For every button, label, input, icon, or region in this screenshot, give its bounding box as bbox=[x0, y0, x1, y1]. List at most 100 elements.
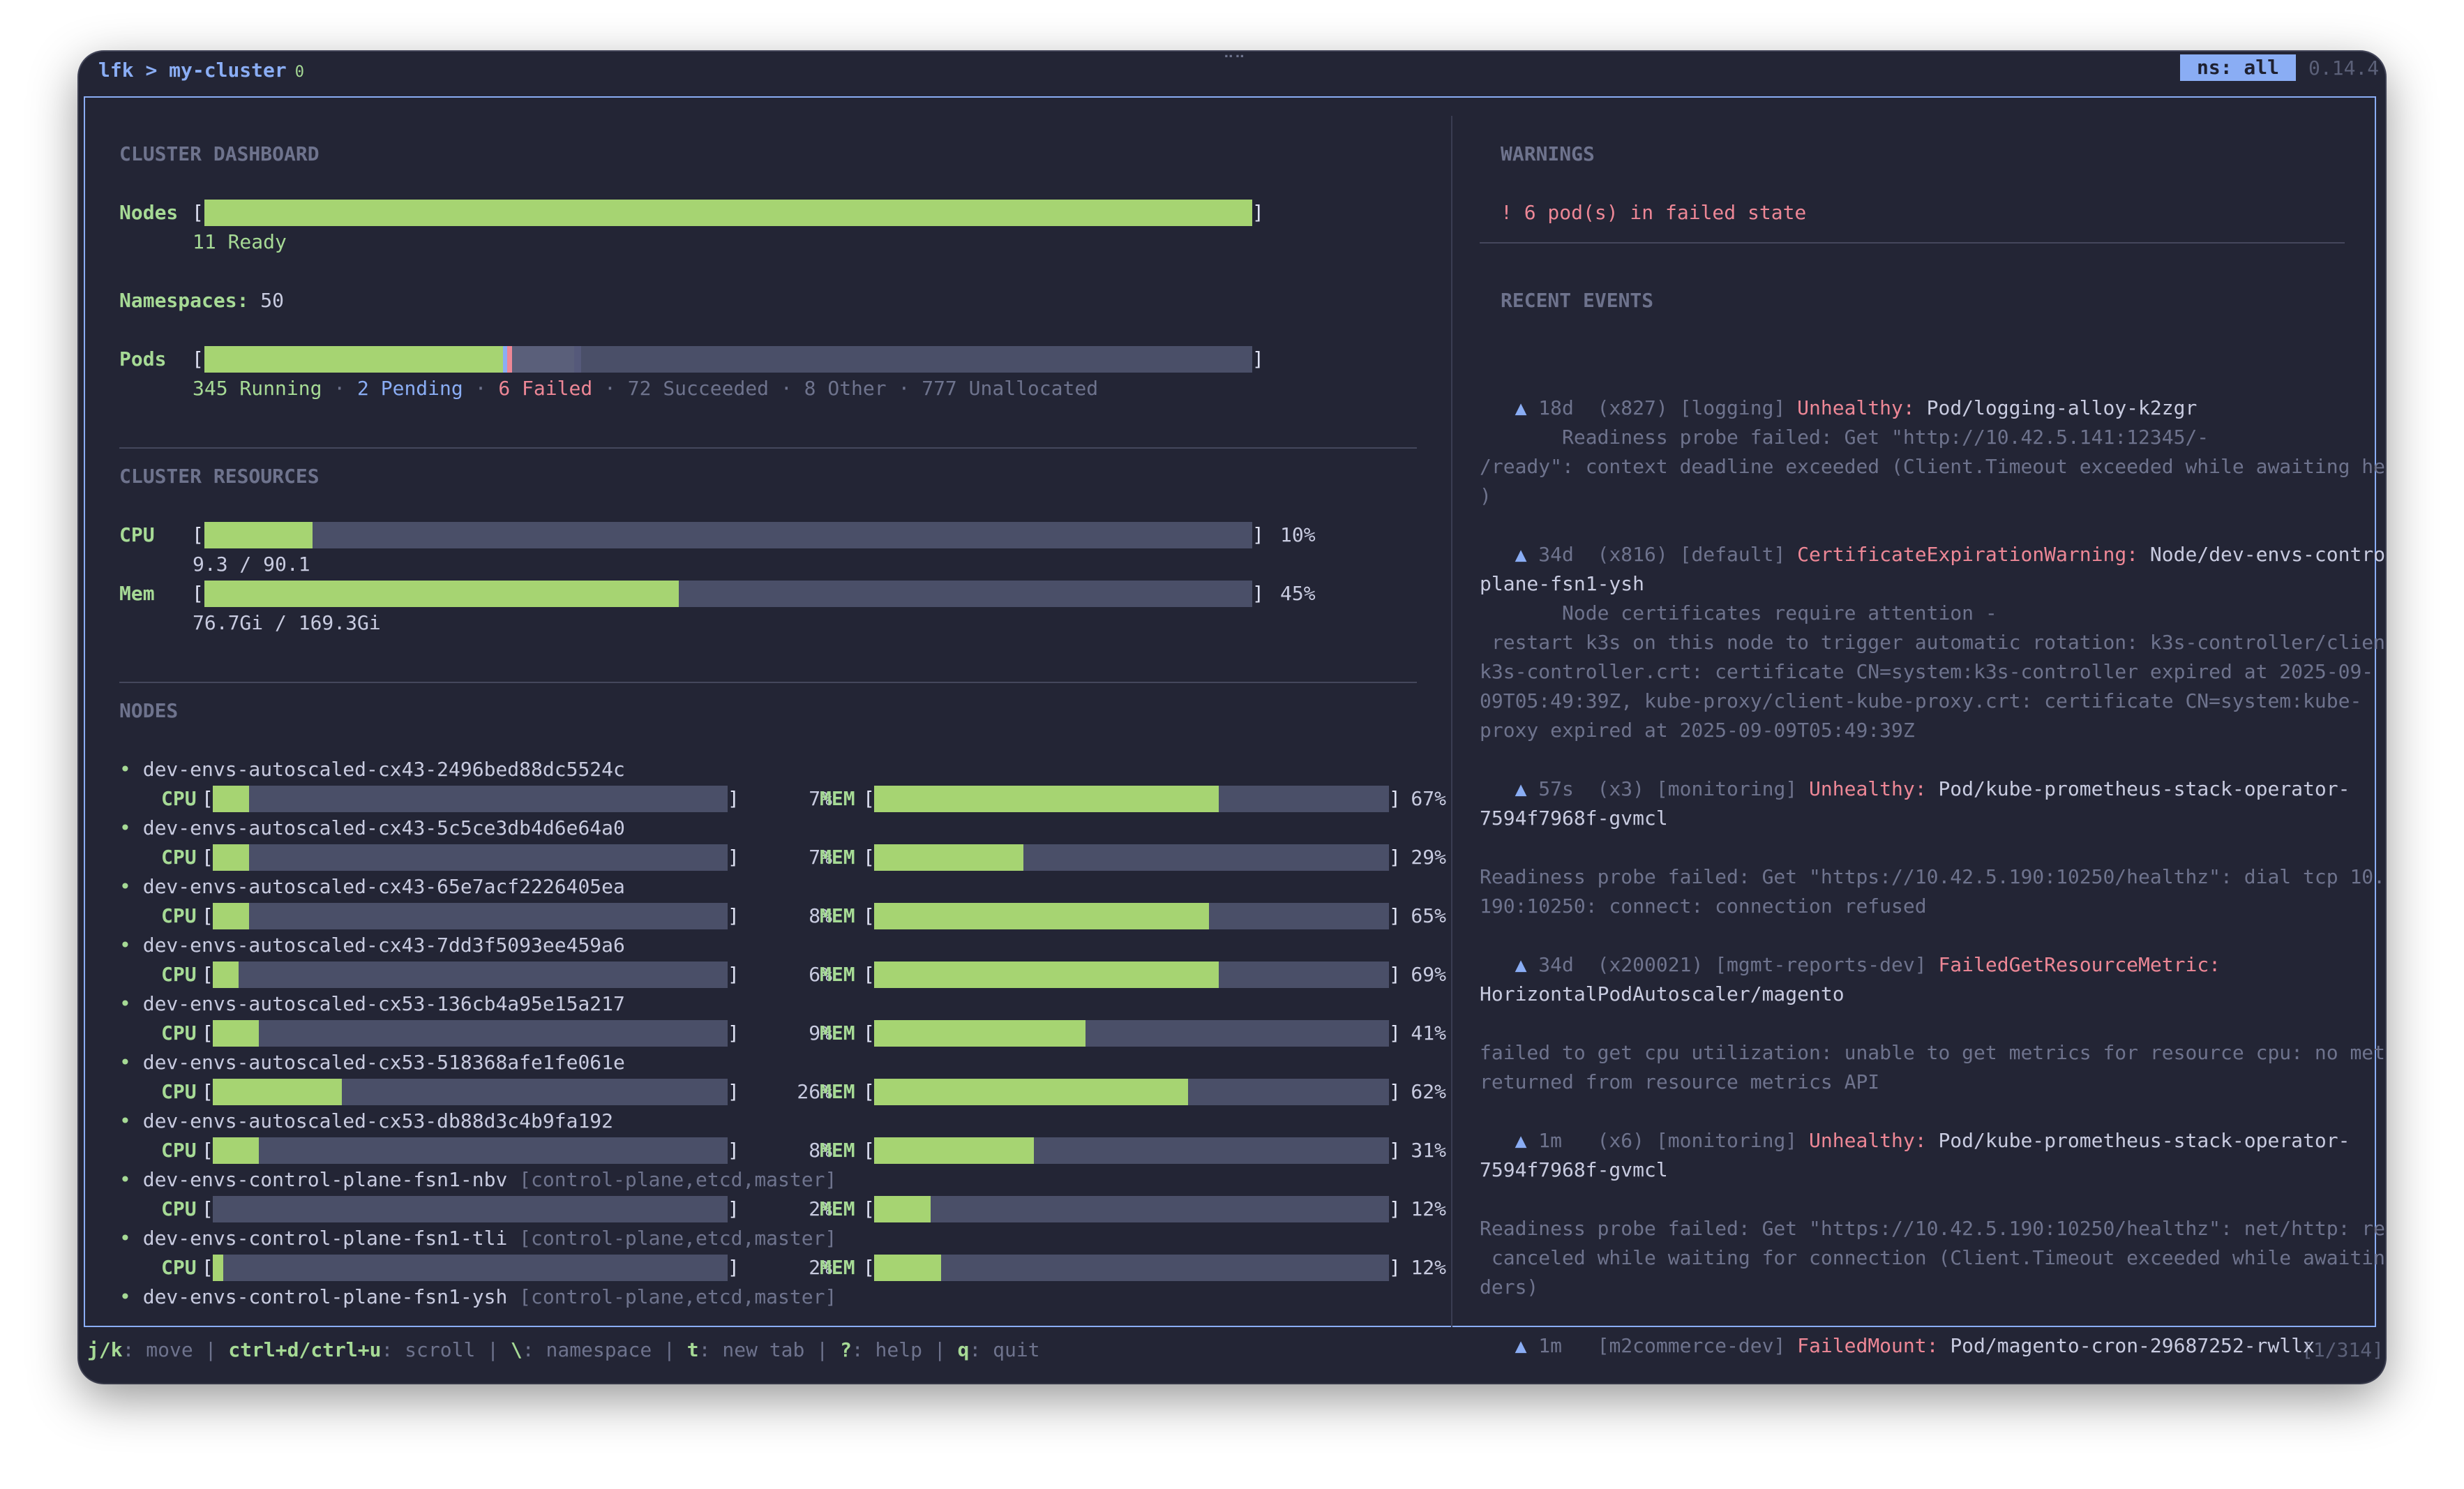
bar-close: ] bbox=[728, 963, 739, 986]
node-cpu-bar bbox=[213, 1020, 728, 1047]
node-mem-bar bbox=[874, 786, 1389, 812]
window-grip-icon[interactable]: ⠒⠒ bbox=[1223, 52, 1246, 67]
node-name-row[interactable]: • dev-envs-control-plane-fsn1-tli [contr… bbox=[119, 1224, 836, 1253]
node-name-row[interactable]: • dev-envs-autoscaled-cx53-db88d3c4b9fa1… bbox=[119, 1107, 613, 1136]
pods-pending: 2 Pending bbox=[357, 377, 463, 400]
event-header[interactable]: ▲ 1m (x6) [monitoring] Unhealthy: Pod/ku… bbox=[1480, 1126, 2350, 1155]
node-cpu-percent: 2% bbox=[809, 1197, 832, 1220]
title-badge: 0 bbox=[294, 63, 304, 81]
pods-failed-segment bbox=[506, 346, 512, 373]
pods-unallocated: 777 Unallocated bbox=[922, 377, 1099, 400]
cluster-mem-fill bbox=[204, 581, 679, 607]
event-meta: 34d (x200021) [mgmt-reports-dev] bbox=[1526, 953, 1939, 976]
breadcrumb-separator: > bbox=[145, 59, 158, 82]
bullet-icon: • bbox=[119, 816, 143, 839]
event-message-line: ders) bbox=[1480, 1275, 1539, 1299]
event-object: Pod/magento-cron-29687252-rwllx bbox=[1938, 1334, 2315, 1357]
node-mem-percent: 67% bbox=[1411, 787, 1446, 810]
node-name-row[interactable]: • dev-envs-control-plane-fsn1-ysh [contr… bbox=[119, 1282, 836, 1312]
node-name: dev-envs-autoscaled-cx43-7dd3f5093ee459a… bbox=[142, 934, 625, 957]
event-header[interactable]: ▲ 34d (x200021) [mgmt-reports-dev] Faile… bbox=[1480, 950, 2221, 980]
hint-separator: | bbox=[652, 1338, 687, 1361]
bullet-icon: • bbox=[119, 758, 143, 781]
node-name-row[interactable]: • dev-envs-autoscaled-cx43-2496bed88dc55… bbox=[119, 755, 625, 784]
hint-key: t bbox=[686, 1338, 699, 1361]
warning-triangle-icon: ▲ bbox=[1480, 777, 1527, 800]
namespace-pill[interactable]: ns: all bbox=[2180, 54, 2297, 81]
hint-key: \ bbox=[510, 1338, 523, 1361]
node-mem-bar bbox=[874, 1255, 1389, 1281]
bar-close: ] bbox=[728, 904, 739, 927]
nodes-ready-fill bbox=[204, 200, 1252, 226]
bullet-icon: • bbox=[119, 1168, 143, 1191]
node-cpu-fill bbox=[213, 844, 249, 871]
node-name: dev-envs-control-plane-fsn1-nbv bbox=[142, 1168, 508, 1191]
node-cpu-bar bbox=[213, 962, 728, 988]
node-cpu-bar bbox=[213, 1079, 728, 1105]
namespaces-value: 50 bbox=[260, 289, 285, 312]
bar-open: [ bbox=[863, 1080, 875, 1103]
node-cpu-bar bbox=[213, 903, 728, 929]
warning-item: ! 6 pod(s) in failed state bbox=[1501, 201, 1807, 224]
event-object: Pod/kube-prometheus-stack-operator- bbox=[1926, 1129, 2350, 1152]
node-mem-label: MEM bbox=[820, 1022, 855, 1045]
node-mem-fill bbox=[874, 1137, 1034, 1164]
event-header[interactable]: ▲ 34d (x816) [default] CertificateExpira… bbox=[1480, 540, 2385, 569]
event-message-line: k3s-controller.crt: certificate CN=syste… bbox=[1480, 660, 2374, 683]
event-header[interactable]: ▲ 1m [m2commerce-dev] FailedMount: Pod/m… bbox=[1480, 1331, 2315, 1361]
node-cpu-label: CPU bbox=[161, 904, 197, 927]
node-name-row[interactable]: • dev-envs-autoscaled-cx43-7dd3f5093ee45… bbox=[119, 931, 625, 960]
node-roles: [control-plane,etcd,master] bbox=[507, 1168, 837, 1191]
bullet-icon: • bbox=[119, 1109, 143, 1132]
bar-open: [ bbox=[202, 846, 213, 869]
node-cpu-fill bbox=[213, 1137, 260, 1164]
node-cpu-label: CPU bbox=[161, 963, 197, 986]
nodes-bar-close: ] bbox=[1252, 201, 1264, 224]
event-header[interactable]: ▲ 18d (x827) [logging] Unhealthy: Pod/lo… bbox=[1480, 394, 2198, 423]
node-cpu-fill bbox=[213, 1255, 223, 1281]
pods-running: 345 Running bbox=[193, 377, 322, 400]
node-mem-percent: 29% bbox=[1411, 846, 1446, 869]
node-mem-label: MEM bbox=[820, 1139, 855, 1162]
node-mem-fill bbox=[874, 844, 1024, 871]
bar-close: ] bbox=[728, 1022, 739, 1045]
event-message-line: restart k3s on this node to trigger auto… bbox=[1480, 631, 2385, 654]
node-cpu-label: CPU bbox=[161, 1080, 197, 1103]
node-mem-label: MEM bbox=[820, 787, 855, 810]
node-mem-fill bbox=[874, 903, 1209, 929]
pods-sep: · bbox=[898, 377, 910, 400]
node-name-row[interactable]: • dev-envs-autoscaled-cx43-5c5ce3db4d6e6… bbox=[119, 814, 625, 843]
bar-close: ] bbox=[1389, 1139, 1401, 1162]
cpu-label: CPU bbox=[119, 523, 155, 546]
hint-separator: | bbox=[804, 1338, 840, 1361]
bar-close: ] bbox=[728, 1139, 739, 1162]
warning-triangle-icon: ▲ bbox=[1480, 953, 1527, 976]
node-cpu-label: CPU bbox=[161, 1022, 197, 1045]
event-message-line: proxy expired at 2025-09-09T05:49:39Z bbox=[1480, 719, 1915, 742]
node-mem-percent: 65% bbox=[1411, 904, 1446, 927]
keybinding-hints: j/k: move | ctrl+d/ctrl+u: scroll | \: n… bbox=[87, 1335, 1040, 1365]
node-mem-percent: 12% bbox=[1411, 1256, 1446, 1279]
node-name: dev-envs-control-plane-fsn1-tli bbox=[142, 1227, 508, 1250]
event-message-line: /ready": context deadline exceeded (Clie… bbox=[1480, 455, 2385, 478]
pods-other: 8 Other bbox=[804, 377, 887, 400]
node-name-row[interactable]: • dev-envs-control-plane-fsn1-nbv [contr… bbox=[119, 1165, 836, 1195]
bar-open: [ bbox=[202, 1022, 213, 1045]
event-message-line: failed to get cpu utilization: unable to… bbox=[1480, 1041, 2385, 1064]
node-mem-fill bbox=[874, 1020, 1085, 1047]
node-cpu-fill bbox=[213, 962, 239, 988]
node-mem-label: MEM bbox=[820, 1197, 855, 1220]
section-divider bbox=[119, 682, 1417, 683]
cluster-cpu-usage: 9.3 / 90.1 bbox=[193, 553, 310, 576]
event-meta: 1m [m2commerce-dev] bbox=[1526, 1334, 1798, 1357]
node-name: dev-envs-autoscaled-cx43-65e7acf2226405e… bbox=[142, 875, 625, 898]
node-mem-label: MEM bbox=[820, 846, 855, 869]
node-name-row[interactable]: • dev-envs-autoscaled-cx53-518368afe1fe0… bbox=[119, 1048, 625, 1077]
pods-failed: 6 Failed bbox=[498, 377, 593, 400]
event-header[interactable]: ▲ 57s (x3) [monitoring] Unhealthy: Pod/k… bbox=[1480, 775, 2350, 804]
node-name-row[interactable]: • dev-envs-autoscaled-cx53-136cb4a95e15a… bbox=[119, 989, 625, 1019]
warning-triangle-icon: ▲ bbox=[1480, 543, 1527, 566]
node-name-row[interactable]: • dev-envs-autoscaled-cx43-65e7acf222640… bbox=[119, 872, 625, 901]
event-message-line: Node certificates require attention - bbox=[1480, 601, 1997, 624]
cpu-bar-open: [ bbox=[192, 523, 204, 546]
